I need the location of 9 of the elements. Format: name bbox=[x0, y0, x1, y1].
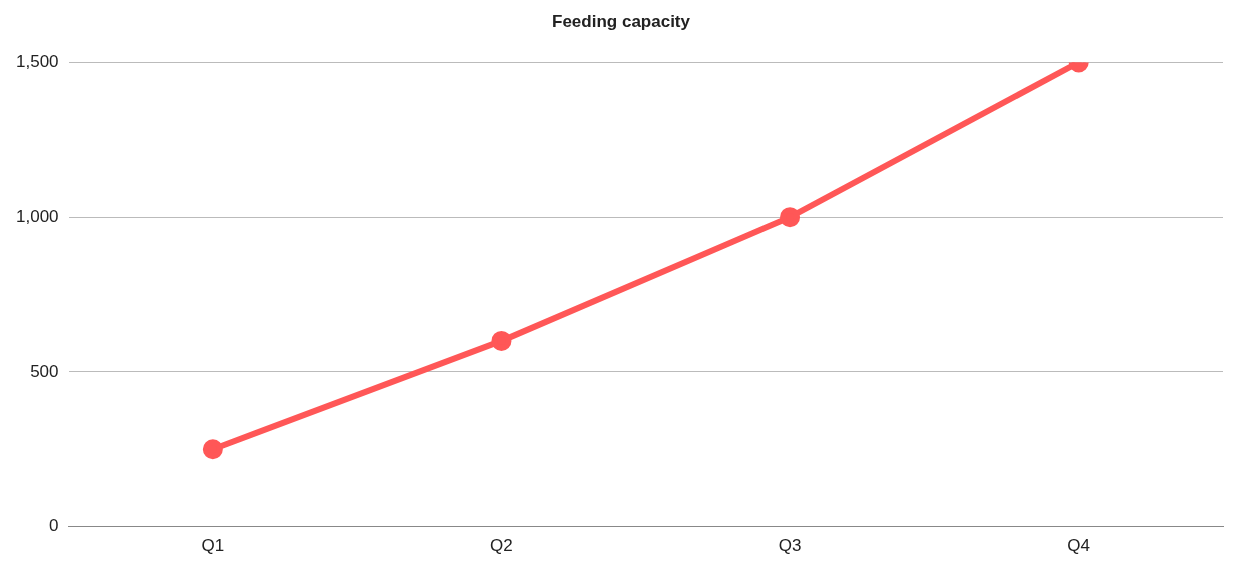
x-tick-label: Q2 bbox=[490, 536, 513, 556]
y-tick-label: 500 bbox=[30, 361, 59, 381]
y-tick-label: 1,500 bbox=[15, 52, 59, 72]
x-tick-label: Q1 bbox=[201, 536, 225, 556]
chart-title: Feeding capacity bbox=[552, 11, 691, 31]
x-tick-label: Q4 bbox=[1067, 536, 1091, 556]
x-tick-label: Q3 bbox=[778, 536, 802, 556]
y-tick-label: 1,000 bbox=[15, 206, 59, 226]
y-tick-label: 0 bbox=[49, 516, 59, 536]
